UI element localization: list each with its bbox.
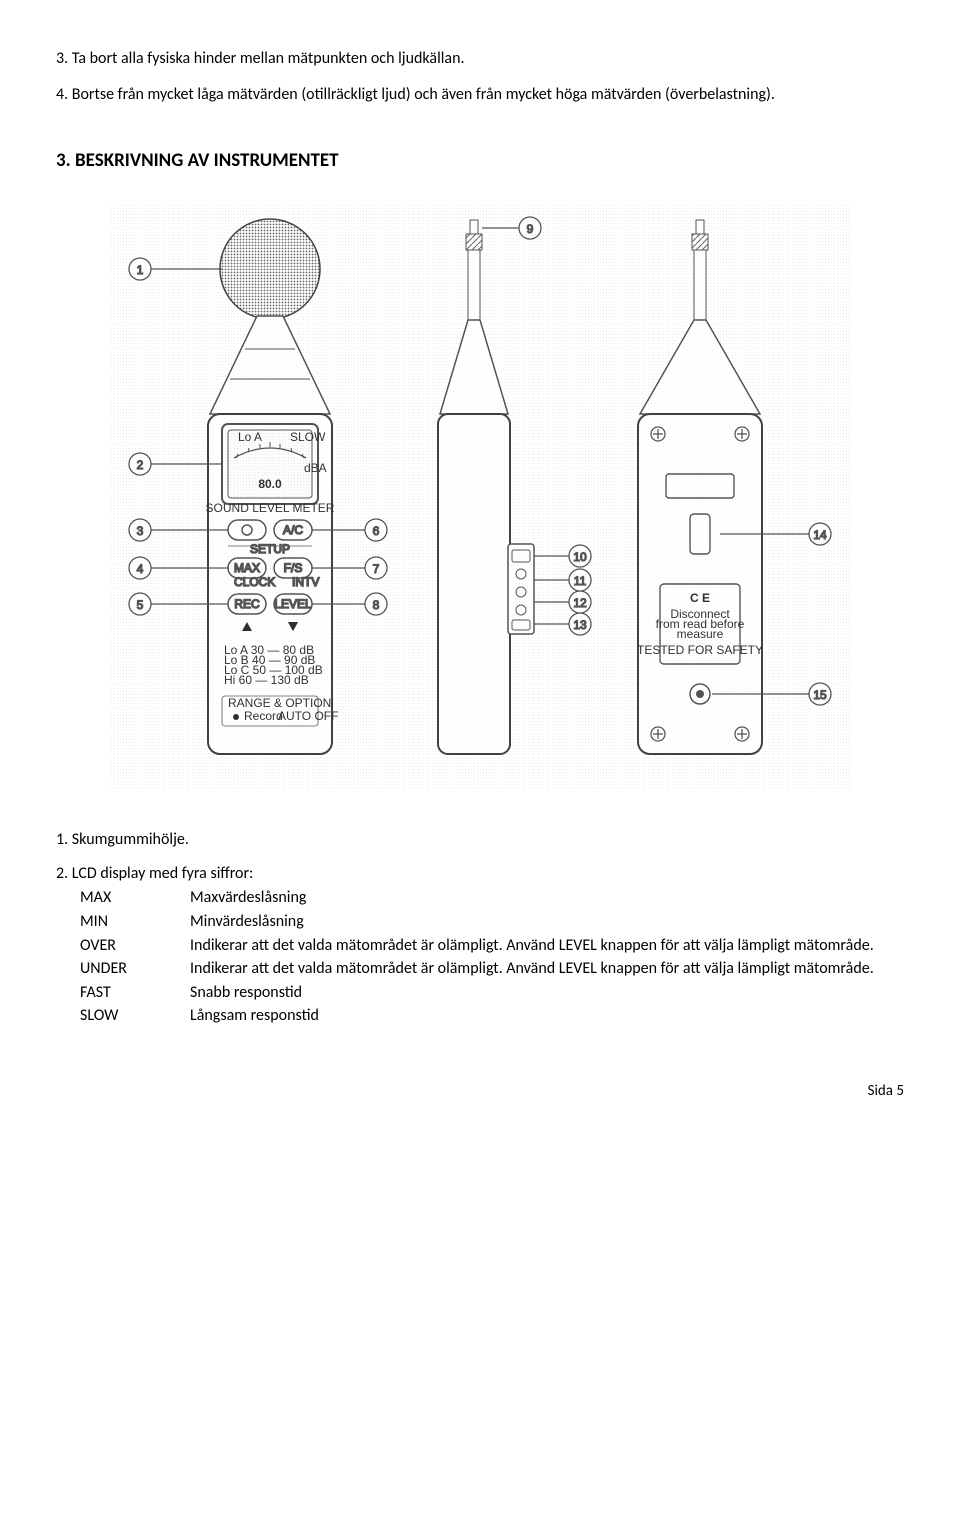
svg-text:7: 7 bbox=[373, 562, 380, 576]
svg-text:13: 13 bbox=[573, 618, 587, 632]
def-key: MIN bbox=[80, 910, 190, 934]
def-key: SLOW bbox=[80, 1004, 190, 1028]
svg-text:5: 5 bbox=[137, 598, 144, 612]
svg-text:dBA: dBA bbox=[304, 461, 327, 475]
def-key: OVER bbox=[80, 934, 190, 958]
svg-text:14: 14 bbox=[813, 528, 827, 542]
list-item-1: 1. Skumgummihölje. bbox=[56, 829, 904, 851]
section-heading: 3. BESKRIVNING AV INSTRUMENTET bbox=[56, 149, 904, 172]
svg-text:measure: measure bbox=[677, 627, 724, 641]
svg-text:3: 3 bbox=[137, 524, 144, 538]
svg-text:AUTO OFF: AUTO OFF bbox=[278, 709, 338, 723]
def-key: FAST bbox=[80, 981, 190, 1005]
svg-text:F/S: F/S bbox=[284, 561, 303, 575]
svg-text:CLOCK: CLOCK bbox=[234, 575, 275, 589]
paragraph-3: 3. Ta bort alla fysiska hinder mellan mä… bbox=[56, 48, 904, 70]
def-val: Maxvärdeslåsning bbox=[190, 886, 874, 910]
svg-text:MAX: MAX bbox=[234, 561, 260, 575]
page-number: Sida 5 bbox=[56, 1082, 904, 1100]
def-val: Indikerar att det valda mätområdet är ol… bbox=[190, 957, 874, 981]
svg-text:1: 1 bbox=[137, 263, 144, 277]
svg-text:TESTED FOR SAFETY: TESTED FOR SAFETY bbox=[637, 643, 763, 657]
svg-text:Lo A: Lo A bbox=[238, 430, 262, 444]
svg-text:10: 10 bbox=[573, 550, 587, 564]
def-val: Minvärdeslåsning bbox=[190, 910, 874, 934]
svg-text:INTV: INTV bbox=[292, 575, 319, 589]
svg-text:2: 2 bbox=[137, 458, 144, 472]
svg-text:C E: C E bbox=[690, 591, 710, 605]
list-item-2-lead: 2. LCD display med fyra siffror: bbox=[56, 863, 904, 885]
svg-text:8: 8 bbox=[373, 598, 380, 612]
svg-text:12: 12 bbox=[573, 596, 587, 610]
svg-text:11: 11 bbox=[574, 574, 587, 588]
svg-text:SOUND LEVEL METER: SOUND LEVEL METER bbox=[206, 501, 335, 515]
def-val: Snabb responstid bbox=[190, 981, 874, 1005]
svg-text:RANGE & OPTION: RANGE & OPTION bbox=[228, 696, 331, 710]
svg-text:9: 9 bbox=[527, 222, 534, 236]
svg-text:SETUP: SETUP bbox=[250, 542, 290, 556]
svg-text:LEVEL: LEVEL bbox=[274, 597, 312, 611]
svg-text:15: 15 bbox=[813, 688, 827, 702]
svg-text:80.0: 80.0 bbox=[258, 477, 282, 491]
svg-text:4: 4 bbox=[137, 562, 144, 576]
lcd-definitions-table: MAX Maxvärdeslåsning MIN Minvärdeslåsnin… bbox=[80, 886, 874, 1028]
svg-text:SLOW: SLOW bbox=[290, 430, 326, 444]
def-val: Indikerar att det valda mätområdet är ol… bbox=[190, 934, 874, 958]
def-val: Långsam responstid bbox=[190, 1004, 874, 1028]
svg-text:Hi 60 — 130 dB: Hi 60 — 130 dB bbox=[224, 673, 309, 687]
svg-text:A/C: A/C bbox=[283, 523, 303, 537]
svg-text:REC: REC bbox=[234, 597, 260, 611]
instrument-diagram: Lo A SLOW 80.0 dBA SOUND LEVEL METER A/C… bbox=[56, 204, 904, 789]
def-key: MAX bbox=[80, 886, 190, 910]
svg-text:Record: Record bbox=[244, 709, 283, 723]
svg-text:6: 6 bbox=[373, 524, 380, 538]
paragraph-4: 4. Bortse från mycket låga mätvärden (ot… bbox=[56, 84, 904, 106]
def-key: UNDER bbox=[80, 957, 190, 981]
